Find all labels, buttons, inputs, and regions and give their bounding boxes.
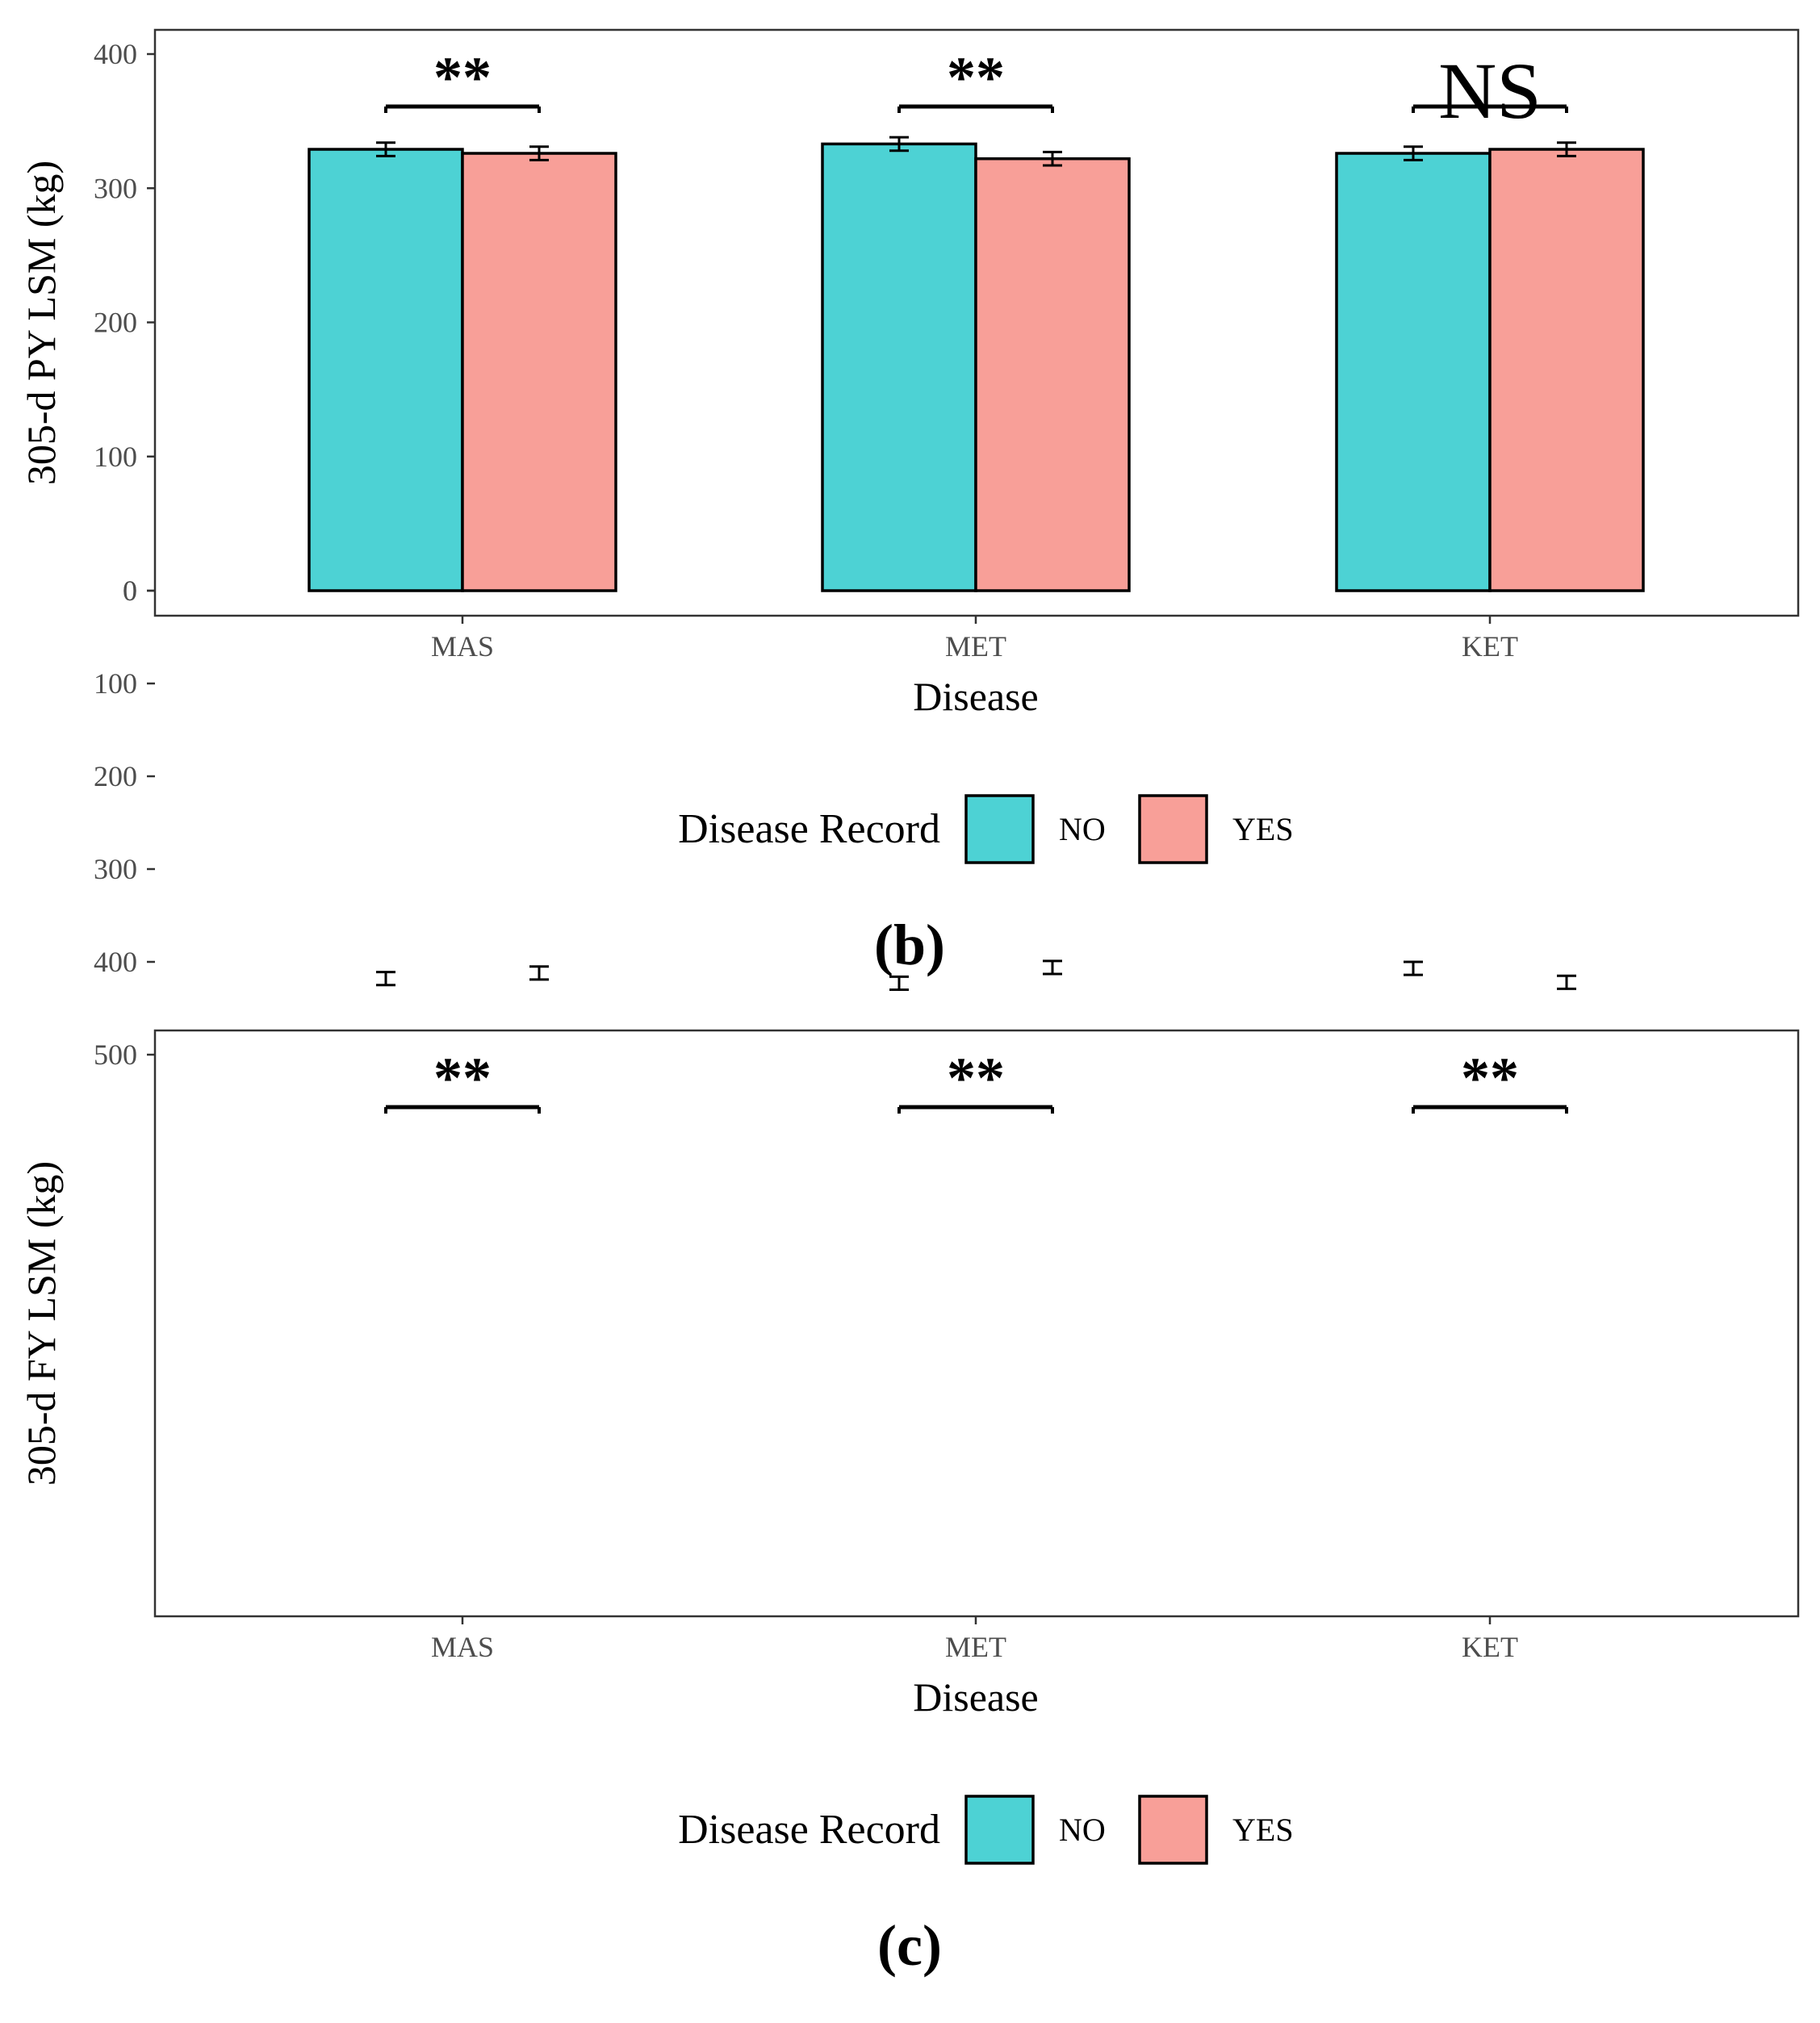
chart-panel-1: 0 100 200 300 400 MAS ** MET ** KET NS Disease 305-d… [19, 28, 1800, 977]
chart-panel-2: 0 100 200 300 400 500 MAS ** MET ** KET ** Disease 30… [19, 575, 1800, 1978]
significance-label: ** [947, 45, 1005, 110]
bar-yes-mas [461, 152, 617, 592]
y-axis-label: 305-d FY LSM (kg) [19, 1161, 64, 1486]
y-tick-label: 200 [94, 760, 137, 792]
y-tick-label: 100 [94, 441, 137, 473]
significance-label: NS [1438, 46, 1542, 136]
bar-no-ket [1335, 152, 1492, 592]
bar-no-met [821, 142, 977, 592]
plot-border [153, 1029, 1800, 1618]
x-tick-label-met: MET [945, 1631, 1006, 1663]
legend-title: Disease Record [678, 1807, 940, 1853]
y-tick-label: 100 [94, 667, 137, 700]
legend-label-yes: YES [1232, 811, 1294, 847]
y-tick-label: 300 [94, 172, 137, 204]
y-tick-label: 0 [123, 575, 137, 607]
x-axis-label: Disease [913, 1674, 1039, 1720]
x-tick-label-mas: MAS [431, 630, 494, 662]
x-tick-label-mas: MAS [431, 1631, 494, 1663]
legend-label-no: NO [1059, 1812, 1106, 1848]
significance-label: ** [433, 45, 492, 110]
y-tick-label: 300 [94, 853, 137, 885]
legend-swatch-no [964, 1795, 1035, 1865]
y-tick-label: 400 [94, 38, 137, 70]
legend-swatch-yes [1138, 794, 1208, 864]
y-axis-label: 305-d PY LSM (kg) [19, 161, 64, 485]
bar-yes-met [974, 157, 1131, 592]
legend-label-no: NO [1059, 811, 1106, 847]
legend-swatch-no [964, 794, 1035, 864]
legend-label-yes: YES [1232, 1812, 1294, 1848]
significance-label: ** [947, 1046, 1005, 1110]
bar-yes-ket [1488, 148, 1645, 592]
y-tick-label: 400 [94, 946, 137, 978]
legend-swatch-yes [1138, 1795, 1208, 1865]
y-tick-label: 500 [94, 1039, 137, 1071]
bar-no-mas [308, 148, 464, 592]
legend-title: Disease Record [678, 806, 940, 852]
panel-label: (b) [874, 913, 945, 977]
x-tick-label-ket: KET [1462, 1631, 1518, 1663]
x-tick-label-ket: KET [1462, 630, 1518, 662]
panel-label: (c) [877, 1913, 942, 1978]
significance-label: ** [1461, 1046, 1519, 1110]
x-axis-label: Disease [913, 674, 1039, 719]
significance-label: ** [433, 1046, 492, 1110]
x-tick-label-met: MET [945, 630, 1006, 662]
y-tick-label: 200 [94, 307, 137, 339]
y-tick-label: 0 [123, 575, 137, 607]
